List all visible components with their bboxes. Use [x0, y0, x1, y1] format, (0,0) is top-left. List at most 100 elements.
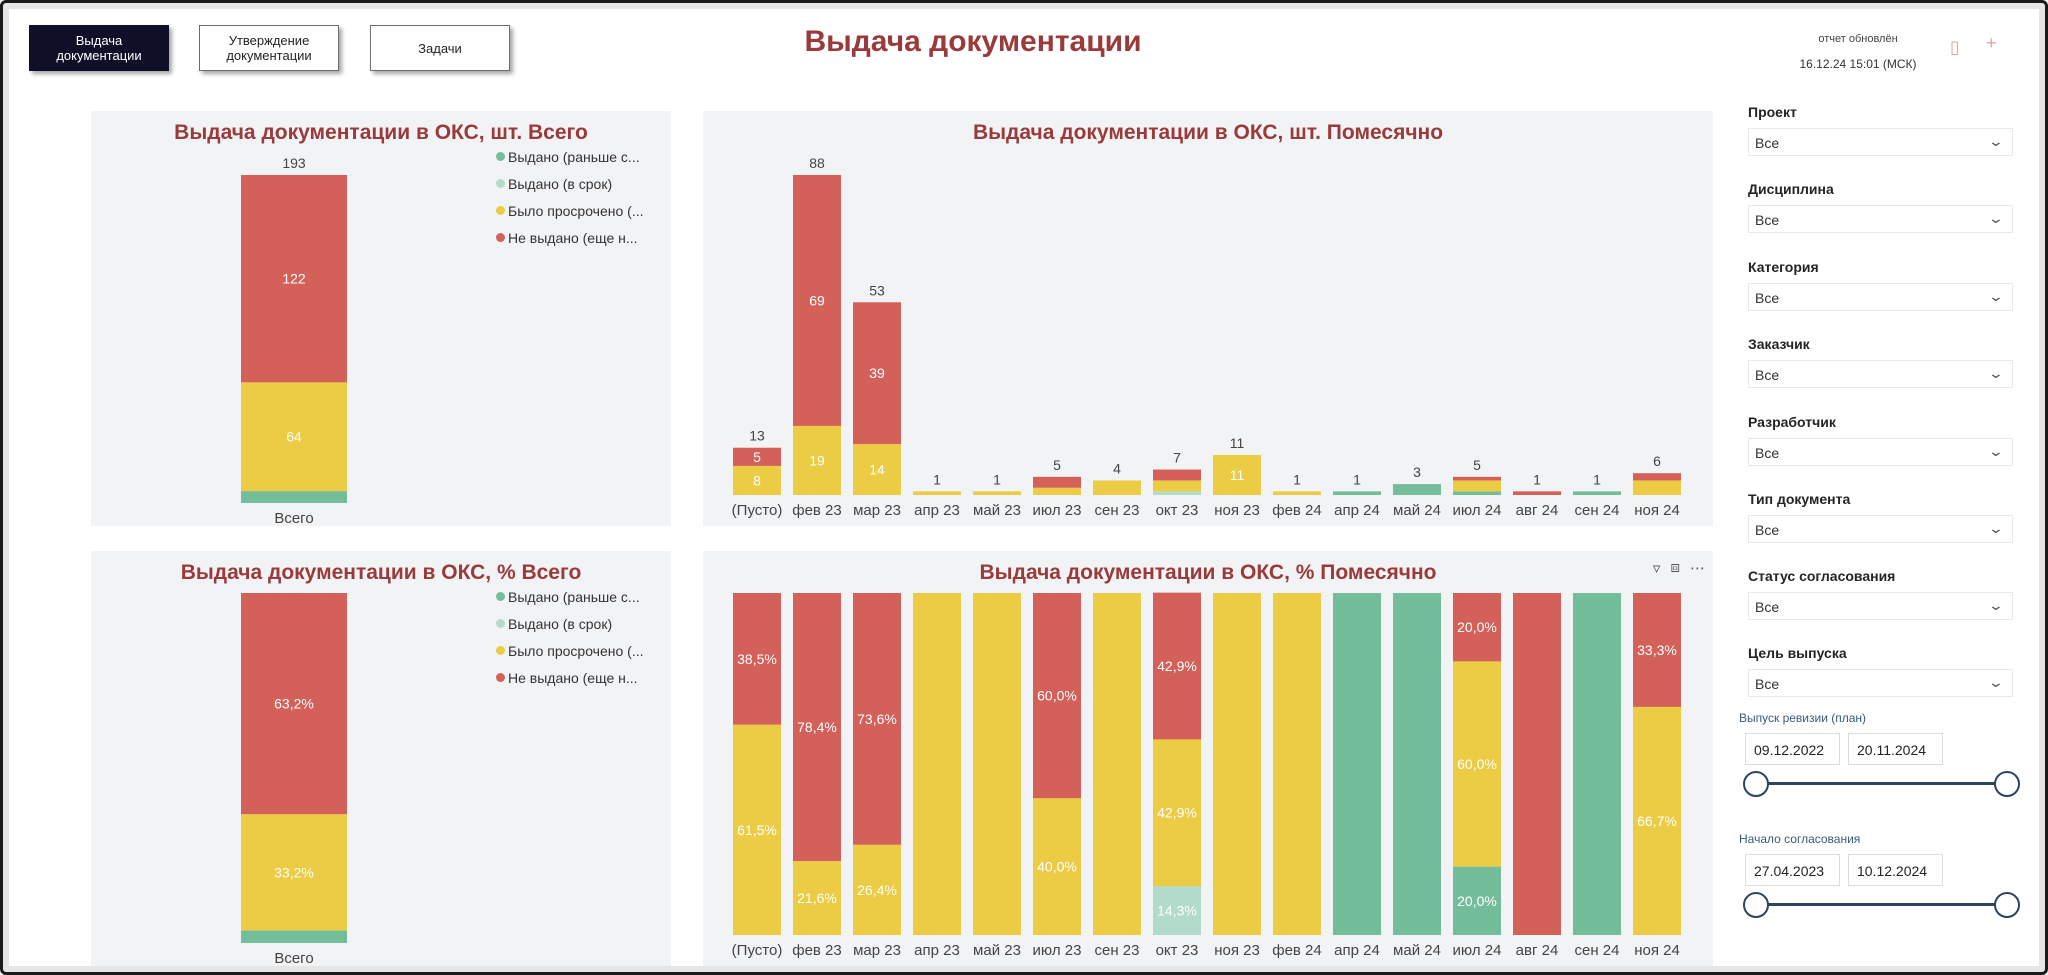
x-tick-label: май 23 — [973, 942, 1021, 959]
date-from-input[interactable]: 27.04.2023 — [1745, 854, 1840, 886]
bar-segment[interactable] — [1153, 592, 1201, 740]
slicer-dropdown[interactable]: Все ⌄ — [1748, 128, 2013, 156]
filter-icon[interactable]: ▿ — [1652, 560, 1661, 577]
bar-segment[interactable] — [853, 444, 901, 495]
bar-segment[interactable] — [1033, 476, 1081, 488]
bar-segment[interactable] — [973, 491, 1021, 495]
slicer-dropdown[interactable]: Все ⌄ — [1748, 592, 2013, 620]
bar-segment[interactable] — [1153, 491, 1201, 495]
slider-handle-start[interactable] — [1743, 892, 1769, 918]
slicer-dropdown[interactable]: Все ⌄ — [1748, 515, 2013, 543]
slider-handle-end[interactable] — [1994, 771, 2020, 797]
more-options-icon[interactable]: ⋯ — [1690, 560, 1705, 577]
bar-segment[interactable] — [1633, 473, 1681, 481]
bar-segment[interactable] — [1453, 491, 1501, 495]
bar-segment[interactable] — [913, 491, 961, 495]
bar-segment[interactable] — [1393, 484, 1441, 495]
legend-item-early[interactable]: Выдано (раньше с... — [496, 583, 644, 610]
bar-segment[interactable] — [1453, 480, 1501, 492]
bar-segment[interactable] — [1213, 593, 1261, 935]
bar-segment[interactable] — [733, 447, 781, 466]
bar-segment[interactable] — [1453, 476, 1501, 481]
date-to-input[interactable]: 10.12.2024 — [1848, 854, 1943, 886]
bar-segment[interactable] — [1153, 739, 1201, 887]
slicer-discipline: Дисциплина Все ⌄ — [1748, 181, 2013, 233]
bar-segment[interactable] — [1513, 593, 1561, 935]
slicer-dropdown[interactable]: Все ⌄ — [1748, 205, 2013, 233]
bar-segment[interactable] — [1213, 455, 1261, 495]
bar-segment[interactable] — [241, 175, 347, 383]
bar-segment[interactable] — [733, 724, 781, 935]
x-tick-label: апр 24 — [1334, 942, 1380, 959]
update-info: отчет обновлён 16.12.24 15:01 (МСК) — [1763, 33, 1953, 71]
legend-item-overdue[interactable]: Было просрочено (... — [496, 637, 644, 664]
bar-segment[interactable] — [1153, 469, 1201, 481]
bar-segment[interactable] — [853, 302, 901, 445]
bar-segment[interactable] — [1093, 480, 1141, 495]
bar-segment[interactable] — [733, 593, 781, 725]
bar-segment[interactable] — [1273, 491, 1321, 495]
slicer-dropdown[interactable]: Все ⌄ — [1748, 438, 2013, 466]
total-label: 1 — [933, 471, 941, 487]
bar-segment[interactable] — [1033, 487, 1081, 495]
bar-segment[interactable] — [1573, 593, 1621, 935]
bar-segment[interactable] — [1273, 593, 1321, 935]
bar-segment[interactable] — [1033, 798, 1081, 935]
x-tick-label: ноя 24 — [1634, 502, 1680, 519]
legend-label: Выдано (раньше с... — [508, 148, 640, 165]
nav-button-issuance[interactable]: Выдача документации — [29, 25, 169, 71]
slicer-dropdown[interactable]: Все ⌄ — [1748, 283, 2013, 311]
nav-button-approval[interactable]: Утверждение документации — [199, 25, 339, 71]
bar-segment[interactable] — [241, 491, 347, 503]
bar-segment[interactable] — [1093, 593, 1141, 935]
bar-segment[interactable] — [1633, 593, 1681, 707]
bar-segment[interactable] — [1153, 480, 1201, 492]
bar-segment[interactable] — [1333, 593, 1381, 935]
bar-segment[interactable] — [1333, 491, 1381, 495]
slider-handle-start[interactable] — [1743, 771, 1769, 797]
bar-segment[interactable] — [241, 593, 347, 815]
plus-icon[interactable]: + — [1986, 33, 1997, 53]
legend-item-notissued[interactable]: Не выдано (еще н... — [496, 664, 644, 691]
bar-segment[interactable] — [793, 425, 841, 495]
legend-item-ontime[interactable]: Выдано (в срок) — [496, 610, 644, 637]
bar-segment[interactable] — [853, 593, 901, 845]
date-to-input[interactable]: 20.11.2024 — [1848, 733, 1943, 765]
bar-segment[interactable] — [1453, 661, 1501, 867]
slider-track[interactable] — [1754, 782, 2019, 785]
date-from-input[interactable]: 09.12.2022 — [1745, 733, 1840, 765]
data-label: 73,6% — [857, 711, 897, 727]
bar-segment[interactable] — [1573, 491, 1621, 495]
bar-segment[interactable] — [1033, 593, 1081, 799]
legend-item-ontime[interactable]: Выдано (в срок) — [496, 170, 644, 197]
bar-segment[interactable] — [1393, 593, 1441, 935]
bar-segment[interactable] — [1513, 491, 1561, 495]
bar-segment[interactable] — [973, 593, 1021, 935]
slider-track[interactable] — [1754, 903, 2019, 906]
slicer-label: Разработчик — [1748, 414, 1836, 430]
bar-segment[interactable] — [1153, 886, 1201, 935]
bar-segment[interactable] — [1633, 706, 1681, 935]
bar-segment[interactable] — [793, 175, 841, 426]
nav-button-tasks[interactable]: Задачи — [370, 25, 510, 71]
x-tick-label: апр 23 — [914, 942, 960, 959]
bar-segment[interactable] — [793, 861, 841, 935]
legend-item-overdue[interactable]: Было просрочено (... — [496, 197, 644, 224]
bar-segment[interactable] — [241, 930, 347, 943]
bar-segment[interactable] — [1633, 480, 1681, 495]
bar-segment[interactable] — [241, 382, 347, 492]
bar-segment[interactable] — [1453, 593, 1501, 662]
bar-segment[interactable] — [853, 844, 901, 935]
slicer-dropdown[interactable]: Все ⌄ — [1748, 669, 2013, 697]
slicer-dropdown[interactable]: Все ⌄ — [1748, 360, 2013, 388]
bar-segment[interactable] — [913, 593, 961, 935]
bar-segment[interactable] — [241, 814, 347, 931]
bar-segment[interactable] — [1453, 866, 1501, 935]
bookmark-icon[interactable]: ▯ — [1950, 37, 1960, 57]
bar-segment[interactable] — [733, 465, 781, 495]
slider-handle-end[interactable] — [1994, 892, 2020, 918]
bar-segment[interactable] — [793, 593, 841, 862]
legend-item-notissued[interactable]: Не выдано (еще н... — [496, 224, 644, 251]
focus-mode-icon[interactable]: ⧈ — [1670, 559, 1680, 576]
legend-item-early[interactable]: Выдано (раньше с... — [496, 143, 644, 170]
